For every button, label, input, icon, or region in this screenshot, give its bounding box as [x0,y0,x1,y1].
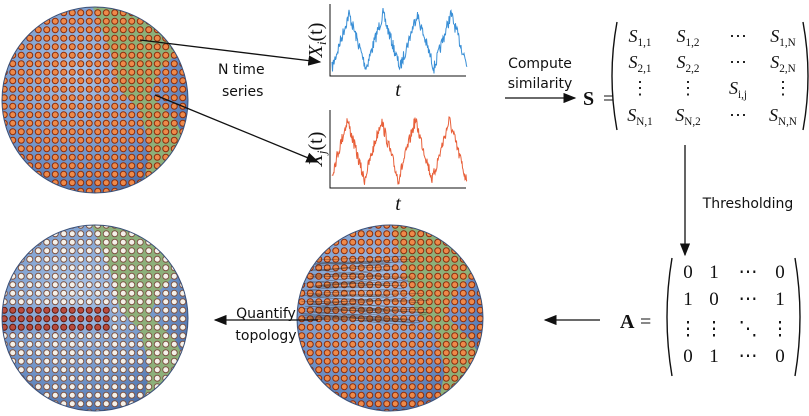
matrix-entry: ⋮ [705,319,724,340]
globe [0,0,200,200]
subscript: N,1 [636,116,652,128]
symbol: X [305,44,327,58]
arg: (t) [305,132,327,151]
matrix-entry: ⋮ [679,319,698,340]
matrix-entry: S2,2 [677,52,700,75]
symbol: S [627,105,636,125]
label: similarity [508,76,573,92]
matrix-entry: S1,N [770,26,795,49]
matrix-entry: S1,1 [629,26,652,49]
label: Quantify [236,306,296,322]
bracket [803,22,808,130]
matrix-entry: 0 [775,262,785,283]
arg: (t) [305,23,327,42]
subscript: 1,N [779,37,795,49]
subscript: 2,2 [686,63,700,75]
symbol: S [629,52,638,72]
time-series-i [332,8,467,73]
subscript: 2,N [779,63,795,75]
matrix-entry: Si,j [729,78,747,101]
symbol: S [629,26,638,46]
subscript: 2,1 [638,63,652,75]
matrix-entry: ⋮ [771,319,790,340]
matrix-entry: S2,1 [629,52,652,75]
matrix-entry: 1 [683,289,693,310]
subscript: i,j [738,89,747,101]
matrix-entry: ⋮ [631,78,649,98]
label: topology [235,328,296,344]
symbol: S [675,105,684,125]
subscript: N,2 [684,116,700,128]
label: N time [218,62,265,78]
matrix-symbol: A [620,311,635,333]
symbol: S [677,26,686,46]
matrix-entry: ⋯ [739,289,758,310]
matrix-entry: ⋮ [774,78,792,98]
matrix-entry: ⋮ [679,78,697,98]
bracket [612,22,617,130]
matrix-entry: S1,2 [677,26,700,49]
matrix-entry: 1 [709,346,719,367]
matrix-entry: 0 [683,346,693,367]
matrix-entry: 0 [709,289,719,310]
matrix-entry: 0 [775,346,785,367]
matrix-entry: 1 [775,289,785,310]
symbol: S [677,52,686,72]
matrix-entry: ⋯ [729,26,747,46]
matrix-entry: SN,1 [627,105,652,128]
matrix-symbol: S [583,88,594,110]
symbol: X [305,153,327,167]
axis-label: t [395,193,401,215]
matrix-entry: ⋯ [739,262,758,283]
matrix-entry: SN,2 [675,105,700,128]
axis-label: t [395,79,401,101]
matrix-entry: 0 [683,262,693,283]
symbol: S [729,78,738,98]
matrix-entry: ⋯ [729,105,747,125]
label: series [222,84,263,100]
matrix-entry: SN,N [769,105,797,128]
time-series-j [332,117,467,185]
axis-label: Xi(t) [305,23,329,59]
equals: = [640,311,651,333]
diagram: N time series Xi(t) t Xj(t) t Compute si… [0,0,809,416]
bracket [667,258,672,376]
matrix-entry: ⋯ [739,346,758,367]
subscript: 1,1 [638,37,652,49]
matrix-entry: S2,N [770,52,795,75]
matrix-entry: 1 [709,262,719,283]
label: Compute [508,56,572,72]
symbol: S [769,105,778,125]
matrix-entry: ⋯ [729,52,747,72]
matrix-entry: ⋱ [739,319,758,340]
subscript: 1,2 [686,37,700,49]
label: Thresholding [702,196,794,212]
axis-label: Xj(t) [305,132,329,168]
bracket [795,258,800,376]
symbol: S [770,26,779,46]
globe-topology [0,220,200,416]
subscript: N,N [778,116,797,128]
symbol: S [770,52,779,72]
globe-network [295,220,495,416]
